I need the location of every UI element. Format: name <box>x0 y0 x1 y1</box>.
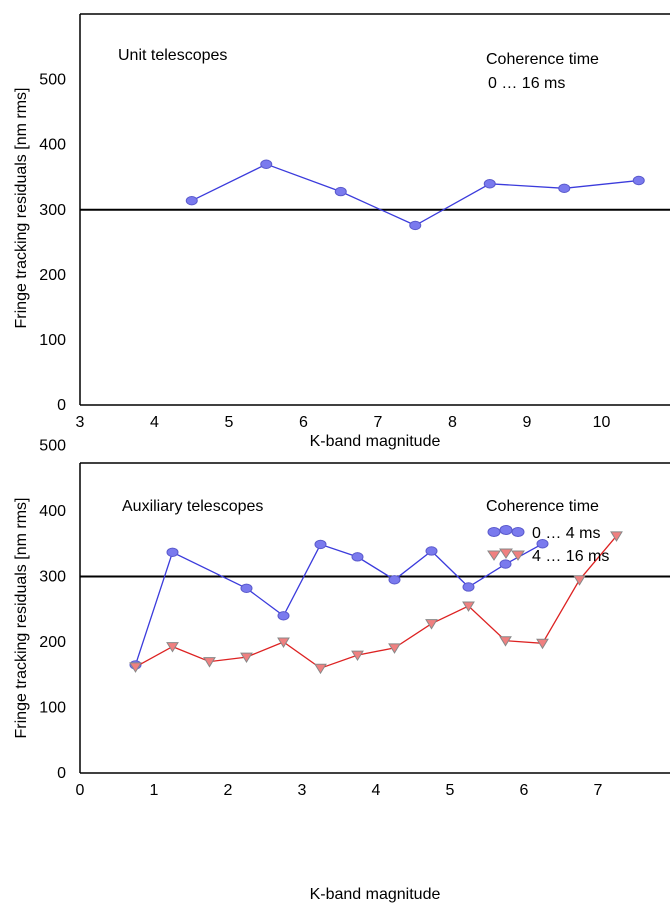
data-point <box>425 546 438 556</box>
y-tick-label: 300 <box>39 569 66 586</box>
data-point <box>536 539 549 549</box>
x-tick-label: 4 <box>150 414 159 431</box>
data-point <box>240 583 253 593</box>
data-point <box>632 175 645 186</box>
y-tick-label: 500 <box>39 72 66 89</box>
data-point <box>388 643 401 654</box>
data-point <box>610 531 623 542</box>
y-tick-label: 400 <box>39 137 66 154</box>
x-tick-labels: 3 4 5 6 7 8 9 10 <box>76 414 611 431</box>
legend-marker-circle <box>511 527 525 537</box>
legend-label-series-1: 4 … 16 ms <box>532 548 609 565</box>
data-point <box>573 575 586 586</box>
legend-entry-series-0: 0 … 4 ms <box>487 525 600 542</box>
x-tick-label: 6 <box>520 782 529 799</box>
x-tick-label: 5 <box>225 414 234 431</box>
x-axis-label: K-band magnitude <box>310 433 441 450</box>
plot-frame <box>79 462 670 774</box>
legend-label-series-0: 0 … 4 ms <box>532 525 600 542</box>
data-point <box>129 662 142 673</box>
y-tick-labels: 0 100 200 300 400 500 <box>39 72 66 414</box>
series-line-0 <box>134 543 543 666</box>
y-axis-label: Fringe tracking residuals [nm rms] <box>13 88 30 329</box>
data-point <box>260 159 273 169</box>
x-tick-label: 3 <box>298 782 307 799</box>
data-point <box>462 601 475 612</box>
x-tick-label: 9 <box>523 414 532 431</box>
data-point <box>483 179 496 189</box>
data-point <box>166 642 179 653</box>
x-tick-labels: 0 1 2 3 4 5 6 7 <box>76 782 603 799</box>
data-point <box>277 611 290 621</box>
data-point <box>499 636 512 647</box>
x-tick-label: 2 <box>224 782 233 799</box>
y-tick-label: 100 <box>39 700 66 717</box>
x-tick-label: 6 <box>299 414 308 431</box>
x-tick-label: 1 <box>150 782 159 799</box>
panel-annotation: Auxiliary telescopes <box>122 498 263 515</box>
data-point <box>203 657 216 668</box>
x-tick-label: 5 <box>446 782 455 799</box>
data-point <box>425 619 438 630</box>
y-tick-label: 0 <box>57 765 66 782</box>
auxiliary-telescopes-panel: 0 1 2 3 4 5 6 7 0 100 200 300 400 500 Auxiliary tele… <box>13 438 670 903</box>
y-tick-label: 100 <box>39 332 66 349</box>
data-point <box>462 582 475 592</box>
legend-title: Coherence time <box>486 51 599 68</box>
x-tick-label: 7 <box>594 782 603 799</box>
data-point <box>277 637 290 648</box>
series-layer <box>185 159 645 231</box>
y-tick-label: 200 <box>39 634 66 651</box>
unit-telescopes-panel: 3 4 5 6 7 8 9 10 0 100 200 300 400 500 Unit telescop… <box>13 13 670 450</box>
legend-marker-triangle <box>511 550 525 561</box>
y-tick-label: 500 <box>39 438 66 455</box>
legend-marker-circle <box>487 527 501 537</box>
legend-label-series-0: 0 … 16 ms <box>488 75 565 92</box>
data-point <box>409 220 422 231</box>
x-tick-label: 7 <box>374 414 383 431</box>
data-point <box>351 552 364 562</box>
data-point <box>536 638 549 650</box>
x-tick-label: 0 <box>76 782 85 799</box>
x-tick-label: 8 <box>448 414 457 431</box>
data-point <box>388 575 401 585</box>
panel-annotation: Unit telescopes <box>118 47 227 64</box>
legend-marker-triangle <box>499 548 513 559</box>
data-point <box>314 539 327 550</box>
data-point <box>558 183 571 194</box>
legend-title: Coherence time <box>486 498 599 515</box>
series-line-1 <box>135 535 617 669</box>
y-tick-label: 300 <box>39 202 66 219</box>
legend-entry-series-1: 4 … 16 ms <box>487 548 609 565</box>
y-axis-label: Fringe tracking residuals [nm rms] <box>13 498 30 739</box>
data-point <box>185 195 198 206</box>
data-point <box>166 547 179 557</box>
y-tick-label: 400 <box>39 503 66 520</box>
data-point <box>314 663 327 675</box>
data-point <box>334 186 347 197</box>
y-tick-label: 200 <box>39 267 66 284</box>
y-tick-label: 0 <box>57 397 66 414</box>
series-line-0 <box>191 163 639 227</box>
data-point <box>351 650 364 662</box>
y-tick-labels: 0 100 200 300 400 500 <box>39 438 66 783</box>
x-tick-label: 3 <box>76 414 85 431</box>
x-axis-label: K-band magnitude <box>310 886 441 903</box>
data-point <box>240 652 253 664</box>
series-layer <box>129 531 623 675</box>
legend-marker-triangle <box>487 550 501 561</box>
data-point <box>499 559 512 569</box>
legend-marker-circle <box>499 525 513 535</box>
x-tick-label: 10 <box>593 414 611 431</box>
x-tick-label: 4 <box>372 782 381 799</box>
